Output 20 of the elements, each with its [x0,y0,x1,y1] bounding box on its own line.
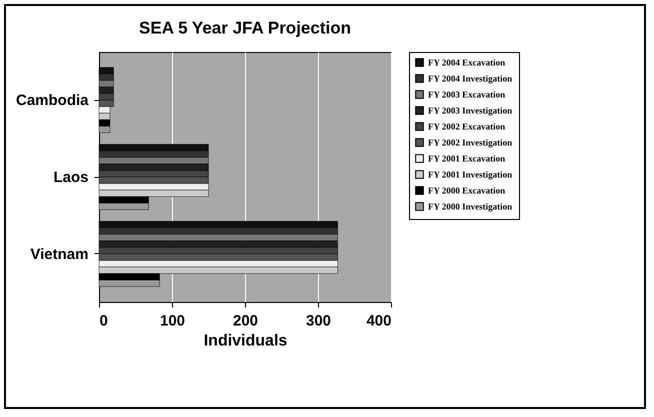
legend-label: FY 2003 Excavation [428,90,506,100]
legend-label: FY 2001 Investigation [428,170,512,180]
x-tick-label: 100 [160,312,186,330]
x-tick-label: 0 [100,312,108,330]
chart-title: SEA 5 Year JFA Projection [139,18,351,38]
x-tick-label: 200 [232,312,258,330]
legend-label: FY 2000 Excavation [428,186,506,196]
y-tick-label: Cambodia [16,92,90,110]
legend-label: FY 2004 Investigation [428,74,512,84]
legend-label: FY 2002 Excavation [428,122,506,132]
legend-label: FY 2001 Excavation [428,154,506,164]
x-axis-title: Individuals [204,332,288,350]
y-tick-label: Laos [53,169,88,186]
legend-label: FY 2003 Investigation [428,106,512,116]
x-tick-label: 400 [366,312,392,330]
x-tick-label: 300 [306,312,332,330]
legend-label: FY 2000 Investigation [428,202,512,212]
y-tick-label: Vietnam [30,246,88,263]
legend-label: FY 2004 Excavation [428,58,506,68]
legend-label: FY 2002 Investigation [428,138,512,148]
